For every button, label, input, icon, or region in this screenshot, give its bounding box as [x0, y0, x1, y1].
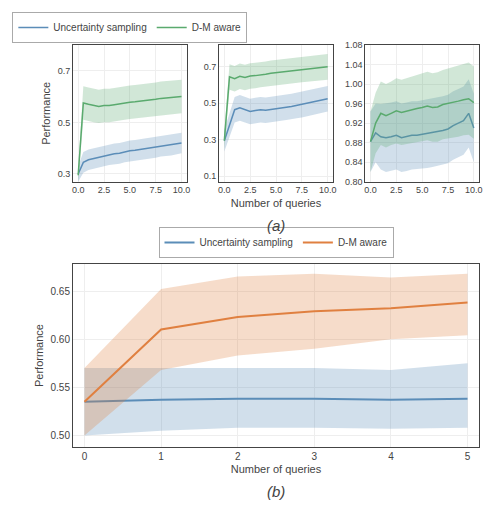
svg-text:Uncertainty sampling: Uncertainty sampling: [200, 237, 293, 248]
svg-text:5.0: 5.0: [124, 185, 137, 195]
svg-text:1.04: 1.04: [345, 60, 363, 70]
svg-text:0.3: 0.3: [204, 135, 217, 145]
svg-text:1.08: 1.08: [345, 40, 363, 50]
svg-text:7.5: 7.5: [442, 185, 455, 195]
svg-text:0.92: 0.92: [345, 118, 363, 128]
svg-text:4: 4: [388, 451, 394, 462]
svg-text:(b): (b): [267, 483, 285, 500]
svg-text:5: 5: [465, 451, 471, 462]
svg-text:2.5: 2.5: [244, 185, 257, 195]
svg-text:3: 3: [312, 451, 318, 462]
svg-text:0.84: 0.84: [345, 157, 363, 167]
svg-text:0.55: 0.55: [51, 382, 71, 393]
svg-text:0.65: 0.65: [51, 286, 71, 297]
svg-text:7.5: 7.5: [149, 185, 162, 195]
svg-text:0.5: 0.5: [58, 118, 71, 128]
svg-text:Performance: Performance: [40, 82, 52, 145]
svg-text:0.1: 0.1: [204, 171, 217, 181]
svg-text:5.0: 5.0: [270, 185, 283, 195]
svg-text:Performance: Performance: [33, 324, 45, 387]
svg-text:0.50: 0.50: [51, 430, 71, 441]
svg-text:0.7: 0.7: [58, 66, 71, 76]
svg-text:Uncertainty sampling: Uncertainty sampling: [53, 22, 146, 33]
svg-text:1: 1: [158, 451, 164, 462]
svg-text:0.0: 0.0: [364, 185, 377, 195]
svg-text:10.0: 10.0: [465, 185, 483, 195]
svg-text:5.0: 5.0: [416, 185, 429, 195]
svg-text:Number of queries: Number of queries: [231, 197, 322, 209]
svg-text:0.88: 0.88: [345, 138, 363, 148]
svg-text:10.0: 10.0: [319, 185, 337, 195]
svg-text:0.3: 0.3: [58, 169, 71, 179]
svg-text:0.80: 0.80: [345, 177, 363, 187]
svg-text:2.5: 2.5: [390, 185, 403, 195]
svg-text:0.96: 0.96: [345, 99, 363, 109]
svg-text:10.0: 10.0: [173, 185, 191, 195]
svg-text:0.7: 0.7: [204, 62, 217, 72]
svg-text:0.60: 0.60: [51, 334, 71, 345]
svg-text:D-M aware: D-M aware: [338, 237, 387, 248]
svg-text:2: 2: [235, 451, 241, 462]
svg-text:D-M aware: D-M aware: [192, 22, 241, 33]
svg-text:0.0: 0.0: [72, 185, 85, 195]
svg-text:0.0: 0.0: [218, 185, 231, 195]
svg-text:Number of queries: Number of queries: [231, 463, 322, 475]
svg-text:1.00: 1.00: [345, 79, 363, 89]
svg-text:(a): (a): [267, 217, 285, 234]
svg-text:0: 0: [82, 451, 88, 462]
svg-text:2.5: 2.5: [98, 185, 111, 195]
svg-text:0.5: 0.5: [204, 98, 217, 108]
svg-text:7.5: 7.5: [296, 185, 309, 195]
